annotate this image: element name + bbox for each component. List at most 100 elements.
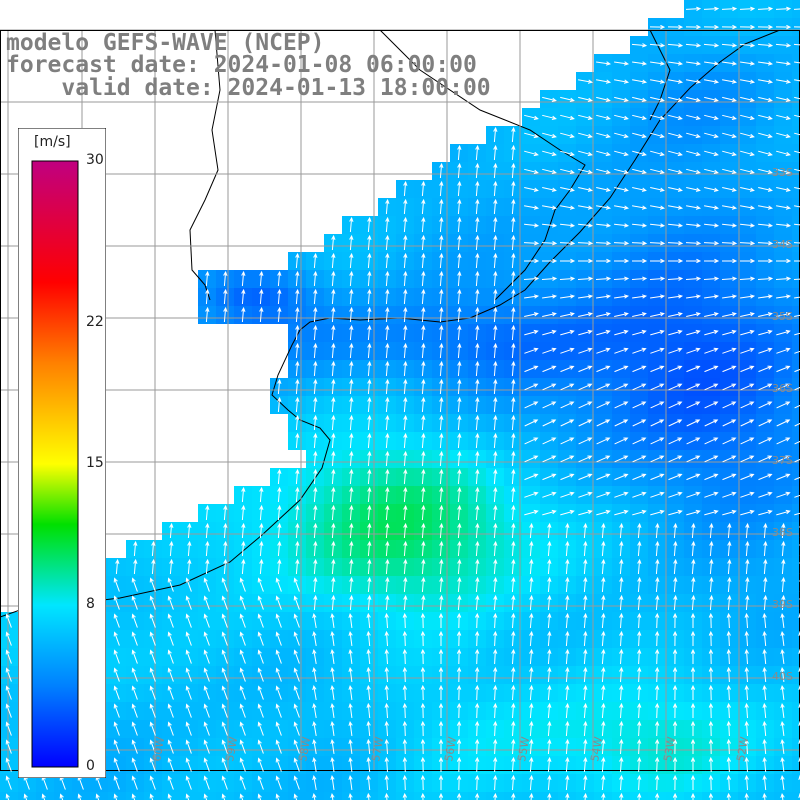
wind-arrow: [762, 756, 767, 773]
wind-arrow: [456, 738, 462, 755]
wind-speed-cell: [792, 594, 800, 612]
wind-arrow: [403, 522, 408, 539]
wind-arrow: [524, 114, 539, 120]
wind-arrow: [438, 774, 444, 790]
wind-arrow: [560, 491, 575, 498]
wind-arrow: [560, 205, 576, 210]
wind-arrow: [794, 114, 800, 118]
wind-arrow: [547, 540, 552, 557]
wind-arrow: [348, 756, 353, 772]
wind-arrow: [385, 252, 390, 269]
wind-speed-cell: [792, 216, 800, 234]
wind-arrow: [385, 540, 390, 557]
wind-arrow: [385, 360, 390, 377]
wind-arrow: [686, 61, 702, 66]
wind-arrow: [239, 667, 246, 682]
wind-arrow: [578, 347, 593, 354]
lat-label: 38S: [772, 526, 793, 539]
wind-arrow: [223, 522, 228, 539]
wind-arrow: [739, 6, 756, 12]
wind-arrow: [547, 684, 552, 701]
wind-arrow: [420, 612, 426, 629]
wind-arrow: [5, 793, 10, 800]
wind-arrow: [619, 684, 624, 701]
wind-arrow: [667, 24, 684, 30]
wind-arrow: [223, 504, 228, 521]
wind-arrow: [239, 613, 246, 628]
wind-arrow: [421, 396, 426, 413]
wind-arrow: [672, 702, 678, 719]
wind-arrow: [776, 150, 791, 157]
wind-arrow: [722, 437, 737, 445]
wind-arrow: [205, 306, 210, 323]
wind-arrow: [313, 468, 318, 485]
wind-arrow: [578, 455, 593, 463]
wind-arrow: [259, 288, 264, 305]
wind-speed-cell: [792, 486, 800, 504]
wind-arrow: [763, 522, 768, 539]
wind-arrow: [493, 576, 498, 593]
wind-arrow: [421, 576, 426, 593]
wind-arrow: [349, 576, 354, 593]
wind-arrow: [578, 79, 594, 84]
wind-arrow: [529, 540, 534, 557]
wind-arrow: [493, 180, 498, 197]
wind-arrow: [223, 270, 228, 287]
wind-arrow: [542, 419, 557, 427]
wind-arrow: [366, 702, 371, 719]
wind-arrow: [475, 558, 480, 575]
wind-arrow: [420, 684, 426, 701]
wind-arrow: [331, 342, 336, 359]
wind-speed-cell: [108, 792, 126, 800]
wind-arrow: [601, 630, 606, 647]
wind-speed-cell: [792, 432, 800, 450]
wind-arrow: [493, 378, 498, 395]
wind-arrow: [722, 96, 737, 102]
wind-arrow: [704, 383, 719, 391]
wind-arrow: [740, 401, 755, 409]
wind-arrow: [239, 631, 246, 646]
wind-speed-cell: [792, 450, 800, 468]
lon-label: 60W: [150, 736, 167, 763]
wind-arrow: [241, 288, 246, 305]
wind-arrow: [619, 558, 624, 575]
wind-arrow: [727, 594, 732, 611]
wind-arrow: [601, 612, 606, 629]
wind-arrow: [23, 793, 28, 800]
wind-arrow: [524, 223, 540, 228]
wind-arrow: [223, 540, 228, 557]
wind-arrow: [493, 144, 498, 161]
wind-arrow: [721, 276, 738, 281]
wind-arrow: [667, 276, 684, 281]
wind-arrow: [560, 150, 575, 157]
wind-arrow: [632, 187, 647, 192]
wind-arrow: [704, 455, 719, 463]
wind-arrow: [349, 414, 354, 431]
wind-arrow: [403, 306, 408, 323]
wind-speed-cell: [792, 666, 800, 684]
wind-arrow: [704, 168, 719, 174]
wind-arrow: [475, 288, 480, 305]
wind-arrow: [475, 396, 480, 413]
wind-arrow: [726, 612, 732, 629]
wind-arrow: [439, 450, 444, 467]
wind-arrow: [794, 150, 800, 154]
wind-arrow: [493, 684, 498, 701]
wind-arrow: [493, 432, 498, 449]
wind-arrow: [776, 312, 791, 317]
wind-arrow: [583, 558, 588, 575]
wind-arrow: [348, 774, 353, 790]
wind-arrow: [330, 756, 335, 772]
wind-arrow: [113, 631, 120, 646]
wind-arrow: [560, 114, 575, 120]
wind-arrow: [565, 702, 570, 719]
wind-arrow: [668, 79, 684, 84]
wind-arrow: [457, 306, 462, 323]
wind-arrow: [740, 294, 756, 299]
lon-label: 59W: [223, 736, 240, 763]
wind-arrow: [421, 252, 426, 269]
wind-arrow: [221, 577, 228, 592]
wind-arrow: [668, 437, 683, 445]
wind-arrow: [457, 558, 462, 575]
wind-arrow: [511, 288, 516, 305]
